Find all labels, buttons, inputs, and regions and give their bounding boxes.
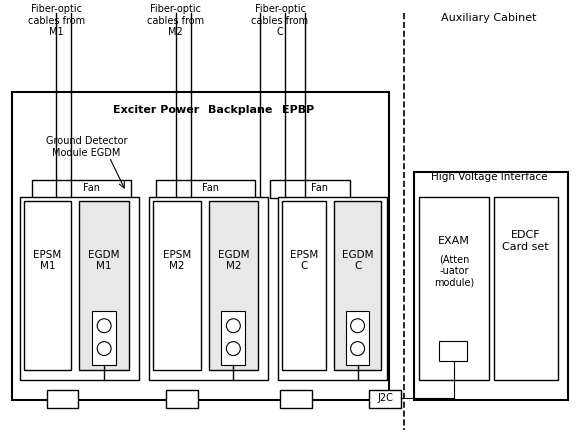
Text: EXAM: EXAM: [438, 236, 470, 246]
Bar: [280, 390, 312, 408]
Text: EPSM
C: EPSM C: [290, 250, 318, 271]
Bar: [282, 202, 326, 370]
Text: Fan: Fan: [312, 183, 328, 193]
Bar: [149, 197, 268, 381]
Bar: [92, 311, 116, 366]
Text: EGDM
C: EGDM C: [342, 250, 373, 271]
Bar: [166, 390, 197, 408]
Text: High Voltage Interface: High Voltage Interface: [431, 172, 547, 182]
Bar: [270, 179, 350, 198]
Bar: [156, 179, 255, 198]
Text: Fiber-optic
cables from
C: Fiber-optic cables from C: [251, 4, 309, 37]
Text: EDCF
Card set: EDCF Card set: [502, 231, 549, 252]
Bar: [334, 202, 382, 370]
Bar: [419, 197, 489, 381]
Text: Fiber-optic
cables from
M1: Fiber-optic cables from M1: [28, 4, 85, 37]
Bar: [208, 202, 258, 370]
Bar: [24, 202, 71, 370]
Text: Auxiliary Cabinet: Auxiliary Cabinet: [441, 13, 537, 22]
Bar: [369, 390, 401, 408]
Text: Fan: Fan: [83, 183, 100, 193]
Text: Backplane: Backplane: [208, 105, 273, 115]
Text: EPSM
M2: EPSM M2: [163, 250, 191, 271]
Text: (Atten
-uator
module): (Atten -uator module): [434, 254, 474, 288]
Text: J2C: J2C: [378, 393, 393, 403]
Text: Fiber-optic
cables from
M2: Fiber-optic cables from M2: [147, 4, 204, 37]
Text: EGDM
M2: EGDM M2: [218, 250, 249, 271]
Text: Ground Detector
Module EGDM: Ground Detector Module EGDM: [46, 136, 127, 157]
Bar: [414, 172, 568, 400]
Bar: [32, 179, 131, 198]
Text: EPBP: EPBP: [282, 105, 314, 115]
Text: Fan: Fan: [202, 183, 219, 193]
Text: EPSM
M1: EPSM M1: [34, 250, 61, 271]
Bar: [153, 202, 200, 370]
Text: Exciter Power: Exciter Power: [113, 105, 199, 115]
Bar: [79, 202, 129, 370]
Bar: [221, 311, 245, 366]
Bar: [20, 197, 139, 381]
Bar: [494, 197, 558, 381]
Bar: [46, 390, 78, 408]
Text: EGDM
M1: EGDM M1: [89, 250, 120, 271]
Bar: [12, 92, 389, 400]
Bar: [278, 197, 387, 381]
Bar: [439, 340, 467, 360]
Bar: [346, 311, 369, 366]
